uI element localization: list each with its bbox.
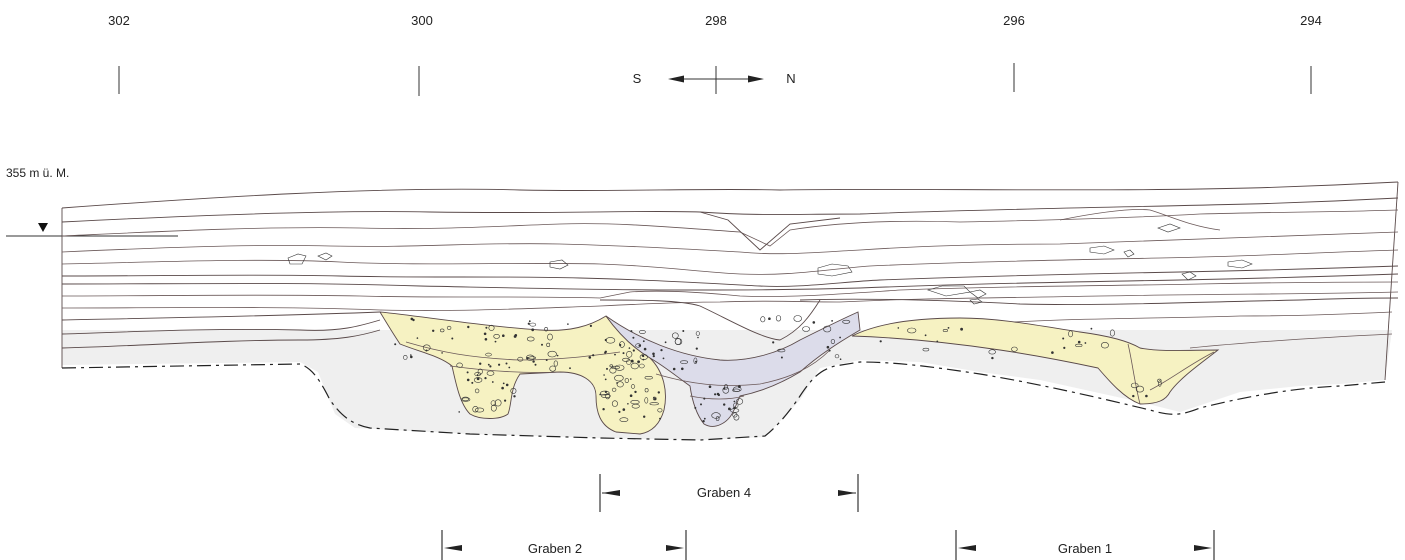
graben-4-fill: [605, 311, 861, 427]
grid-labels: 302 300 298 296 294: [108, 13, 1322, 28]
trench-extents: Graben 4 Graben 2 Graben 1: [441, 474, 1215, 560]
orientation-indicator: S N: [633, 71, 796, 86]
trench-bar-graben-2: Graben 2: [441, 530, 687, 560]
section-marker-triangle-icon: [38, 223, 48, 232]
trench-label-graben-4: Graben 4: [697, 485, 751, 500]
trench-label-graben-1: Graben 1: [1058, 541, 1112, 556]
trench-bar-graben-1: Graben 1: [955, 530, 1215, 560]
grid-label-302: 302: [108, 13, 130, 28]
north-label: N: [786, 71, 795, 86]
excavation-base-line: [61, 361, 1386, 441]
grid-label-296: 296: [1003, 13, 1025, 28]
elevation-label: 355 m ü. M.: [6, 166, 69, 180]
section-outline: [61, 181, 1399, 381]
graben-1-fill: [851, 317, 1220, 405]
fill-texture: [394, 315, 1162, 423]
direction-arrow-icon: [668, 75, 764, 83]
trench-bar-graben-4: Graben 4: [599, 474, 859, 512]
south-label: S: [633, 71, 642, 86]
trench-label-graben-2: Graben 2: [528, 541, 582, 556]
datum-marker: [6, 223, 178, 237]
stratigraphic-layers: [61, 197, 1399, 349]
grid-label-298: 298: [705, 13, 727, 28]
layer-stones: [287, 223, 1253, 305]
grid-label-300: 300: [411, 13, 433, 28]
grid-ticks: [118, 63, 1312, 96]
grid-label-294: 294: [1300, 13, 1322, 28]
